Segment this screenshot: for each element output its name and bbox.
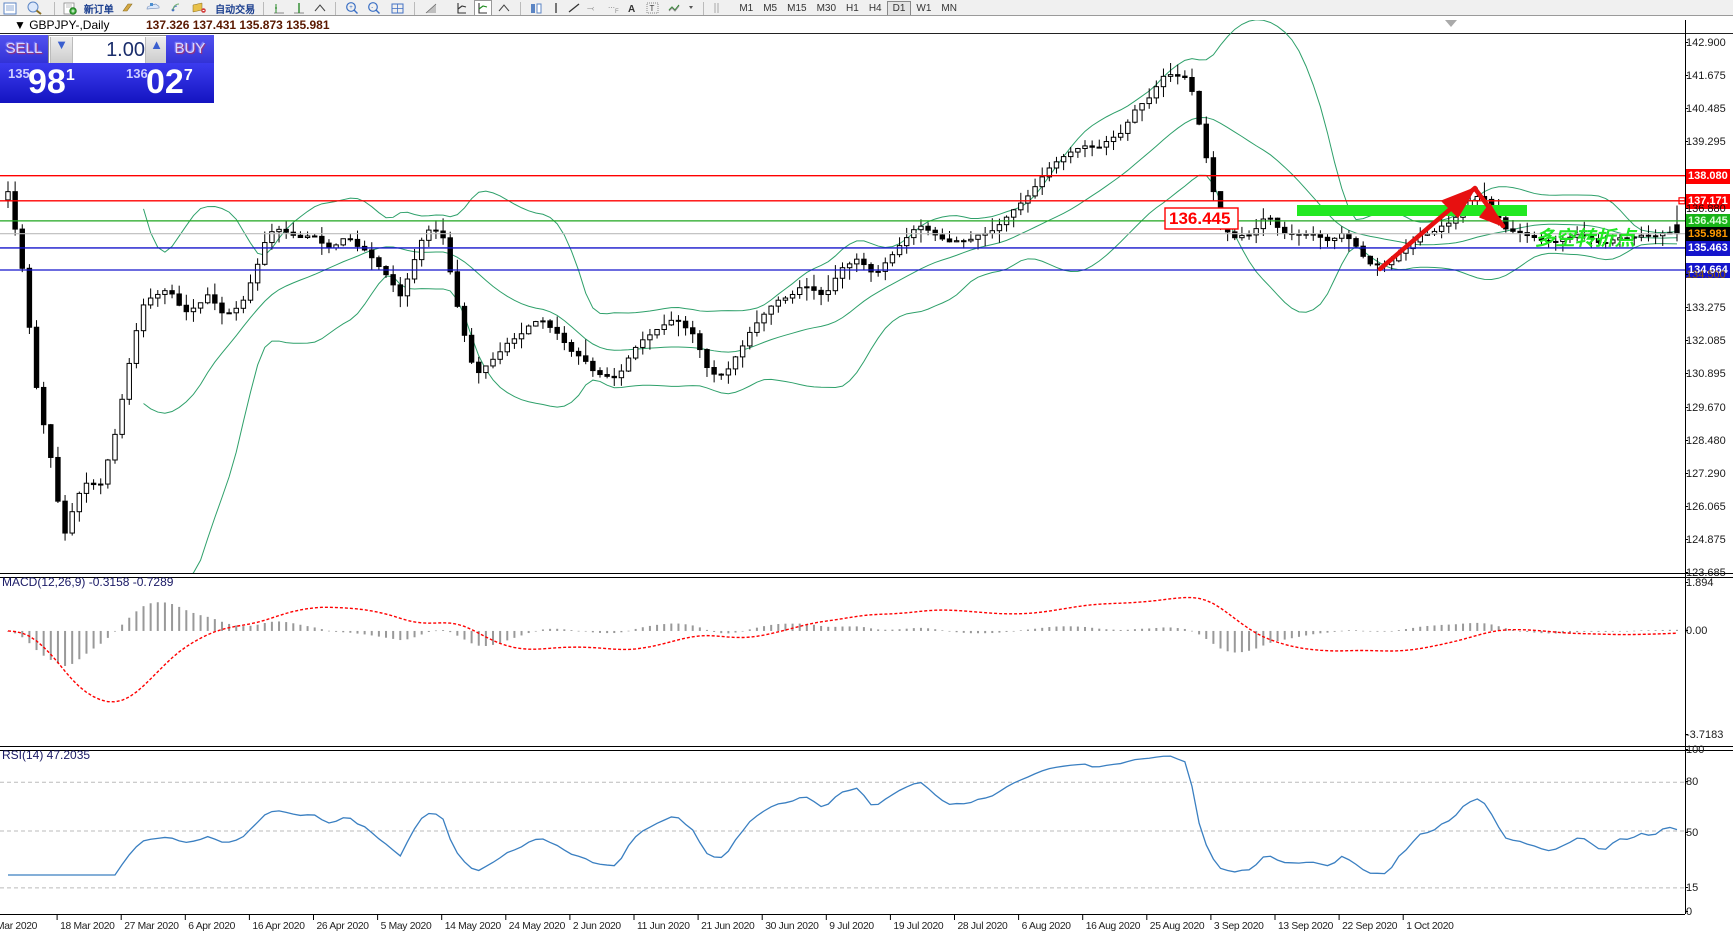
svg-text:18 Mar 2020: 18 Mar 2020 <box>60 921 115 932</box>
svg-text:13 Sep 2020: 13 Sep 2020 <box>1278 921 1334 932</box>
svg-text:21 Jun 2020: 21 Jun 2020 <box>701 921 755 932</box>
svg-text:A: A <box>628 4 635 15</box>
svg-text:6 Apr 2020: 6 Apr 2020 <box>188 921 235 932</box>
svg-text:25 Aug 2020: 25 Aug 2020 <box>1150 921 1205 932</box>
svg-text:16 Apr 2020: 16 Apr 2020 <box>252 921 305 932</box>
svg-text:1 Oct 2020: 1 Oct 2020 <box>1406 921 1454 932</box>
svg-text:3 Sep 2020: 3 Sep 2020 <box>1214 921 1264 932</box>
svg-text:19 Jul 2020: 19 Jul 2020 <box>893 921 944 932</box>
svg-text:22 Sep 2020: 22 Sep 2020 <box>1342 921 1398 932</box>
svg-text:27 Mar 2020: 27 Mar 2020 <box>124 921 179 932</box>
svg-text:14 May 2020: 14 May 2020 <box>445 921 502 932</box>
svg-text:28 Jul 2020: 28 Jul 2020 <box>958 921 1009 932</box>
svg-text:-: - <box>371 5 373 11</box>
svg-text:+: + <box>349 5 353 11</box>
svg-text:136.445: 136.445 <box>1169 209 1230 228</box>
svg-text:30 Jun 2020: 30 Jun 2020 <box>765 921 819 932</box>
svg-text:16 Aug 2020: 16 Aug 2020 <box>1086 921 1141 932</box>
svg-text:11 Jun 2020: 11 Jun 2020 <box>637 921 690 932</box>
svg-text:2 Jun 2020: 2 Jun 2020 <box>573 921 622 932</box>
svg-text:9 Jul 2020: 9 Jul 2020 <box>829 921 874 932</box>
svg-text:24 May 2020: 24 May 2020 <box>509 921 566 932</box>
svg-text:5 May 2020: 5 May 2020 <box>381 921 432 932</box>
svg-text:F: F <box>615 9 619 15</box>
svg-text:6 Aug 2020: 6 Aug 2020 <box>1022 921 1072 932</box>
svg-text:26 Apr 2020: 26 Apr 2020 <box>317 921 370 932</box>
svg-text:Mar 2020: Mar 2020 <box>0 921 38 932</box>
svg-text:T: T <box>650 4 655 13</box>
svg-text:⋯: ⋯ <box>608 5 615 12</box>
svg-text:⤙: ⤙ <box>587 3 594 13</box>
svg-text:多空转折点: 多空转折点 <box>1535 227 1638 250</box>
